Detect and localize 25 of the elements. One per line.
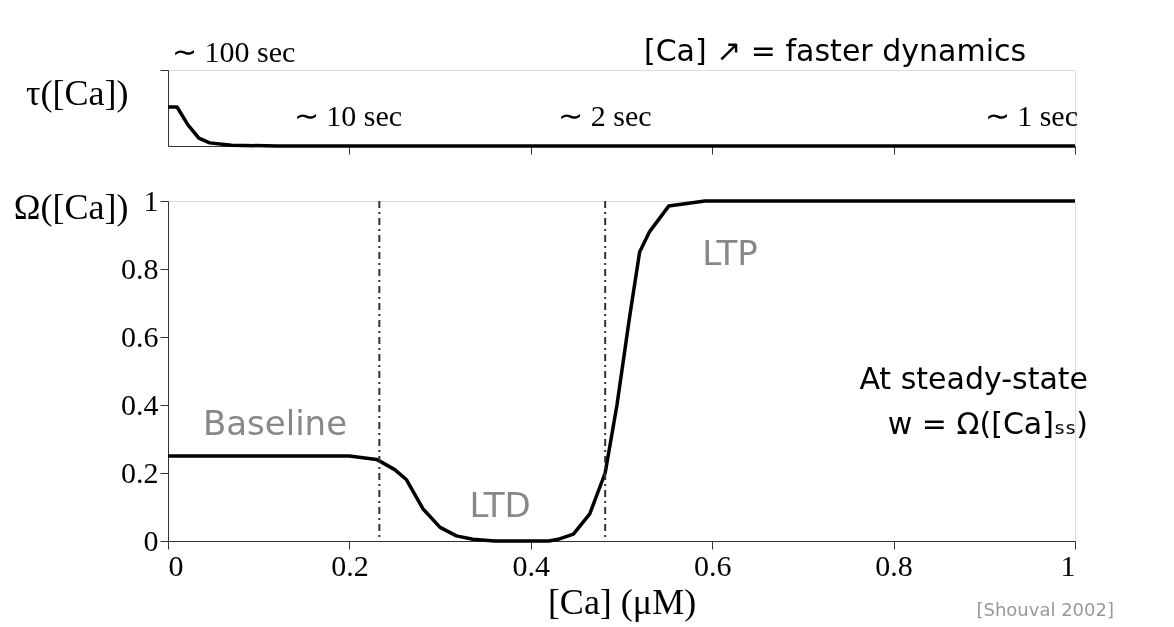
x-tick-label: 0.6 [693, 548, 732, 582]
annotation: LTD [469, 485, 531, 525]
y-axis-title: τ([Ca]) [26, 72, 129, 113]
y-tick-label: 0.4 [121, 387, 159, 421]
y-tick-label: 0.2 [121, 455, 159, 489]
text: [Shouval 2002] [976, 599, 1114, 620]
x-tick-label: 1 [1060, 548, 1076, 582]
x-axis-title: [Ca] (μM) [547, 581, 697, 622]
x-tick-label: 0.4 [512, 548, 551, 582]
text: ∼ 100 sec [172, 35, 296, 68]
annotation: LTP [702, 233, 758, 273]
y-tick-label: 0.6 [121, 319, 159, 353]
y-tick-label: 0.8 [121, 251, 159, 285]
annotation: Baseline [202, 403, 348, 443]
x-tick-label: 0.8 [875, 548, 913, 582]
y-tick-label: 0 [143, 523, 159, 557]
annotation: ∼ 2 sec [558, 99, 652, 132]
y-tick-label: 1 [143, 183, 159, 217]
x-tick-label: 0 [168, 548, 184, 582]
annotation: ∼ 1 sec [984, 99, 1078, 132]
annotation: ∼ 10 sec [293, 99, 403, 132]
text: [Ca] ↗ = faster dynamics [643, 33, 1027, 68]
x-tick-label: 0.2 [331, 548, 369, 582]
annotation: At steady-state w = Ω([Ca]ₛₛ) [859, 361, 1088, 441]
y-axis-title: Ω([Ca]) [13, 186, 129, 227]
